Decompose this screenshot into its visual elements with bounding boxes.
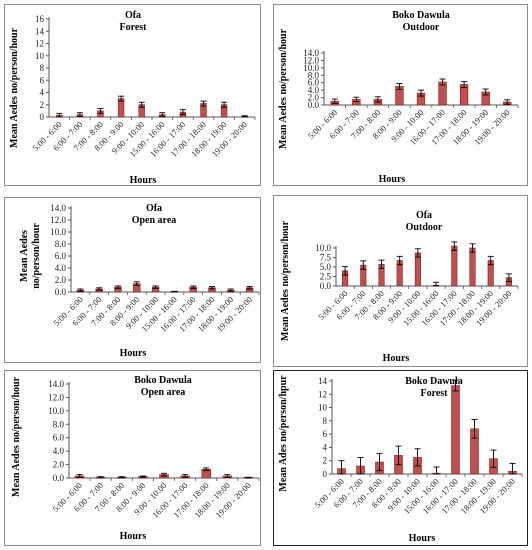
chart-subtitle: Outdoor (406, 222, 443, 233)
y-tick-label: 4.0 (308, 85, 320, 95)
chart-title: Ofa (146, 203, 162, 214)
y-tick-label: 2.0 (308, 93, 320, 103)
y-tick-label: 8 (40, 63, 45, 73)
chart-title: Boko Dawula (392, 10, 450, 21)
y-tick-label: 10.0 (315, 243, 331, 253)
y-axis-label: no/person/hour (31, 223, 42, 289)
chart-panel-ofa-open-area: Ofa Open area 0.0 2.0 4.0 6.0 8.0 10.0 12.0 14.0 5… (4, 197, 261, 363)
y-tick-label: 10.0 (50, 227, 66, 237)
y-tick-label: 6.0 (55, 251, 67, 261)
y-tick-label: 14.0 (50, 203, 66, 213)
y-tick-label: 0.0 (53, 473, 65, 483)
y-tick-label: 10 (35, 51, 45, 61)
y-tick-label: 4 (323, 442, 328, 452)
y-tick-label: 5.0 (320, 262, 332, 272)
x-axis-label: Hours (409, 533, 436, 544)
bar (469, 247, 476, 287)
chart-title: Ofa (125, 10, 141, 21)
y-tick-label: 8 (323, 416, 328, 426)
y-tick-label: 12 (35, 39, 44, 49)
chart-subtitle: Open area (132, 215, 177, 226)
bar (451, 245, 458, 287)
chart-subtitle: Open area (141, 387, 186, 398)
chart-panel-boko-dawula-forest: Boko Dawula Forest 0 2 4 6 8 10 12 14 5:00 - 6:00 6… (273, 370, 528, 546)
chart-panel-boko-dawula-outdoor: Boko Dawula Outdoor 0.0 2.0 4.0 6.0 8.0 10.0 12.… (273, 4, 528, 186)
chart-panel-boko-dawula-open-area: Boko Dawula Open area 0.0 2.0 4.0 6.0 8.0 10.0 1… (4, 370, 261, 546)
chart-panel-ofa-outdoor: Ofa Outdoor 0.0 2.5 5.0 7.5 10.0 5:00 - 6:00 6:0… (273, 195, 528, 367)
chart-subtitle: Forest (119, 22, 147, 33)
y-tick-label: 0 (40, 112, 45, 122)
y-tick-label: 0 (323, 469, 328, 479)
y-tick-label: 4.0 (53, 446, 65, 456)
y-tick-label: 12.0 (48, 392, 64, 402)
chart-title: Boko Dawula (134, 375, 192, 386)
chart-subtitle: Forest (420, 388, 448, 399)
y-tick-label: 14.0 (303, 48, 319, 58)
chart-panel-ofa-forest: Ofa Forest 0 2 4 6 8 10 12 14 16 5:00 - 6:00 6:00 - … (4, 4, 261, 186)
x-axis-label: Hours (120, 348, 147, 359)
bar (414, 252, 421, 287)
y-tick-label: 4.0 (55, 263, 67, 273)
x-axis-label: Hours (130, 175, 157, 186)
y-axis-label: Mean Aedes no/person/hour (11, 376, 22, 497)
y-tick-label: 0.0 (55, 287, 67, 297)
y-tick-label: 2.5 (320, 272, 332, 282)
y-tick-label: 6.0 (308, 78, 320, 88)
y-tick-label: 10 (318, 403, 328, 413)
y-tick-label: 0.0 (308, 100, 320, 110)
bar (451, 385, 460, 475)
x-axis-label: Hours (120, 531, 147, 542)
y-tick-label: 10.0 (303, 63, 319, 73)
y-tick-label: 14 (318, 376, 328, 386)
y-tick-label: 6 (323, 429, 328, 439)
bar (438, 81, 447, 106)
y-tick-label: 6 (40, 75, 45, 85)
y-tick-label: 4 (40, 88, 45, 98)
y-axis-label: Mean Aedes (19, 230, 30, 282)
chart-title: Ofa (416, 210, 432, 221)
y-tick-label: 14 (35, 26, 45, 36)
y-tick-label: 12.0 (303, 55, 319, 65)
y-axis-label: Mean Ades no/person/hpur (278, 375, 289, 492)
y-axis-label: Mean Aedes no/person/hour (278, 28, 289, 149)
x-axis-label: Hours (379, 174, 406, 185)
y-tick-label: 14.0 (48, 379, 64, 389)
y-tick-label: 6.0 (53, 433, 65, 443)
y-tick-label: 12.0 (50, 215, 66, 225)
y-tick-label: 0.0 (320, 281, 332, 291)
y-tick-label: 2.0 (53, 460, 65, 470)
y-tick-label: 8.0 (53, 419, 65, 429)
y-tick-label: 12 (318, 389, 327, 399)
y-tick-label: 16 (35, 14, 45, 24)
y-tick-label: 2.0 (55, 275, 67, 285)
y-tick-label: 2 (323, 456, 328, 466)
y-tick-label: 7.5 (320, 253, 332, 263)
y-axis-label: Mean Aedes no/person/hour (9, 27, 20, 148)
chart-subtitle: Outdoor (403, 22, 440, 33)
chart-title: Boko Dawula (405, 376, 463, 387)
x-axis-label: Hours (383, 353, 410, 364)
y-tick-label: 10.0 (48, 406, 64, 416)
y-tick-label: 2 (40, 100, 45, 110)
y-tick-label: 8.0 (55, 239, 67, 249)
y-axis-label: Mean Aedes no/person/hour (280, 220, 291, 341)
y-tick-label: 8.0 (308, 70, 320, 80)
